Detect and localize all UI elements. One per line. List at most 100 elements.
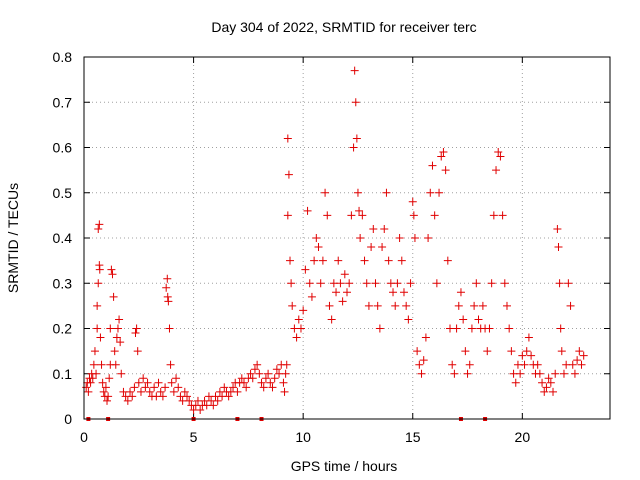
data-point xyxy=(312,234,321,242)
data-point xyxy=(395,234,404,242)
x-tick-label: 15 xyxy=(405,429,421,445)
data-point xyxy=(220,383,229,392)
data-point xyxy=(408,197,417,206)
data-point xyxy=(544,374,553,383)
x-tick-label: 10 xyxy=(295,429,311,445)
data-point xyxy=(356,234,365,242)
data-point xyxy=(459,315,468,324)
data-point xyxy=(350,66,359,75)
data-point xyxy=(143,378,152,387)
data-point xyxy=(399,288,408,297)
data-point xyxy=(338,297,347,306)
data-point xyxy=(485,324,494,333)
data-point xyxy=(111,360,120,369)
data-point xyxy=(139,374,148,383)
data-point xyxy=(450,369,459,378)
data-point xyxy=(253,360,262,369)
data-point xyxy=(413,347,422,356)
data-point xyxy=(321,188,330,197)
data-point xyxy=(432,279,441,288)
data-point xyxy=(196,405,205,414)
data-point xyxy=(494,148,503,157)
data-point xyxy=(134,378,143,387)
data-point xyxy=(369,224,378,233)
data-point xyxy=(107,265,116,274)
y-axis-label: SRMTID / TECUs xyxy=(5,183,21,293)
data-point xyxy=(261,374,270,383)
data-point xyxy=(163,274,172,283)
data-point xyxy=(511,378,520,387)
data-point xyxy=(358,211,367,220)
data-point xyxy=(167,378,176,387)
data-point xyxy=(108,270,117,279)
data-point xyxy=(465,360,474,369)
data-point xyxy=(470,301,479,310)
data-point xyxy=(314,243,323,252)
data-point xyxy=(213,396,222,405)
data-point xyxy=(162,283,171,292)
data-point xyxy=(380,224,389,233)
data-point xyxy=(542,383,551,392)
data-point xyxy=(224,392,233,401)
data-point xyxy=(391,301,400,310)
data-point xyxy=(103,396,112,405)
data-point xyxy=(452,324,461,333)
data-point xyxy=(559,369,568,378)
data-point xyxy=(540,387,549,396)
data-point xyxy=(518,351,527,360)
data-point xyxy=(292,333,301,342)
data-point xyxy=(507,347,516,356)
data-point xyxy=(209,401,218,410)
data-point xyxy=(426,188,435,197)
data-point xyxy=(93,301,102,310)
data-point xyxy=(564,279,573,288)
data-point xyxy=(255,369,264,378)
x-tick-label: 20 xyxy=(515,429,531,445)
data-point xyxy=(257,378,266,387)
data-point xyxy=(307,292,316,301)
data-point xyxy=(415,360,424,369)
data-point xyxy=(133,347,142,356)
data-point xyxy=(268,383,277,392)
data-point xyxy=(95,220,104,229)
data-point xyxy=(113,324,122,333)
data-point xyxy=(123,396,132,405)
data-point xyxy=(496,152,505,161)
data-point xyxy=(554,243,563,252)
data-point xyxy=(489,211,498,220)
data-point xyxy=(500,279,509,288)
data-point xyxy=(323,211,332,220)
data-point xyxy=(347,211,356,220)
data-point xyxy=(371,279,380,288)
data-point xyxy=(264,369,273,378)
data-point xyxy=(288,301,297,310)
data-point xyxy=(303,206,312,215)
data-point xyxy=(90,347,99,356)
data-point xyxy=(568,360,577,369)
data-point xyxy=(286,256,295,265)
y-tick-label: 0.3 xyxy=(53,275,73,291)
data-point xyxy=(279,378,288,387)
data-point xyxy=(556,324,565,333)
data-point xyxy=(94,279,103,288)
data-point xyxy=(352,134,361,143)
data-point xyxy=(169,387,178,396)
data-point xyxy=(172,374,181,383)
data-point xyxy=(375,324,384,333)
data-point xyxy=(334,256,343,265)
data-point xyxy=(417,369,426,378)
data-point xyxy=(448,360,457,369)
data-point xyxy=(132,324,141,333)
data-point xyxy=(360,256,369,265)
data-point xyxy=(353,188,362,197)
data-point xyxy=(393,279,402,288)
data-point xyxy=(284,170,293,179)
data-point xyxy=(402,301,411,310)
data-point xyxy=(454,301,463,310)
data-point xyxy=(355,206,364,215)
y-tick-label: 0.8 xyxy=(53,49,73,65)
data-point xyxy=(579,351,588,360)
y-tick-label: 0.7 xyxy=(53,94,73,110)
data-point xyxy=(551,369,560,378)
data-point xyxy=(128,392,137,401)
